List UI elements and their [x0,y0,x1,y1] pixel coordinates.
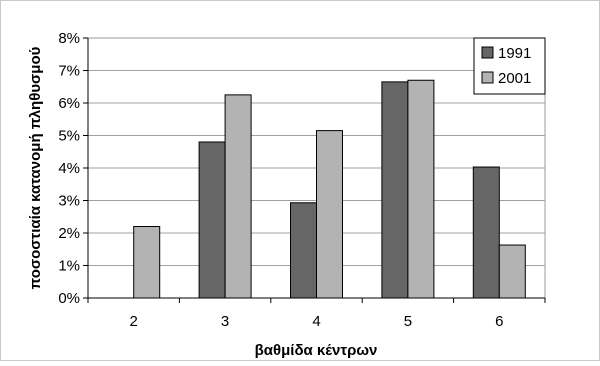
legend-swatch-2001 [481,71,494,84]
x-axis-title: βαθμίδα κέντρων [255,342,378,359]
legend-label-1991: 1991 [498,45,531,62]
y-axis-title: ποσοστιαία κατανομή πληθυσμού [27,46,44,289]
y-tick-label: 1% [58,258,80,275]
y-tick-label: 8% [58,30,80,47]
bar-2001-3 [224,94,252,299]
x-tick-label: 3 [221,313,229,330]
y-tick-label: 5% [58,128,80,145]
y-tick-label: 3% [58,193,80,210]
y-tick-label: 6% [58,95,80,112]
legend-label-2001: 2001 [498,70,531,87]
x-tick-label: 5 [404,313,412,330]
legend: 1991 2001 [473,37,546,95]
bar-1991-4 [290,202,317,299]
y-tick-label: 2% [58,225,80,242]
y-tick-label: 4% [58,160,80,177]
x-tick-label: 4 [312,313,320,330]
x-tick-label: 2 [130,313,138,330]
bars [133,79,526,299]
bar-1991-6 [472,166,500,299]
axes: 0% 1% 2% 3% 4% 5% 6% 7% 8% 2 3 4 5 6 [58,30,546,330]
legend-swatch-1991 [481,46,494,59]
bar-1991-5 [381,81,409,299]
bar-1991-3 [198,141,226,299]
x-tick-label: 6 [495,313,503,330]
y-tick-label: 7% [58,63,80,80]
bar-2001-5 [407,79,435,299]
bar-2001-4 [316,130,343,299]
legend-box [473,37,546,95]
y-tick-label: 0% [58,290,80,307]
bar-2001-2 [133,226,161,299]
bar-2001-6 [498,244,526,299]
